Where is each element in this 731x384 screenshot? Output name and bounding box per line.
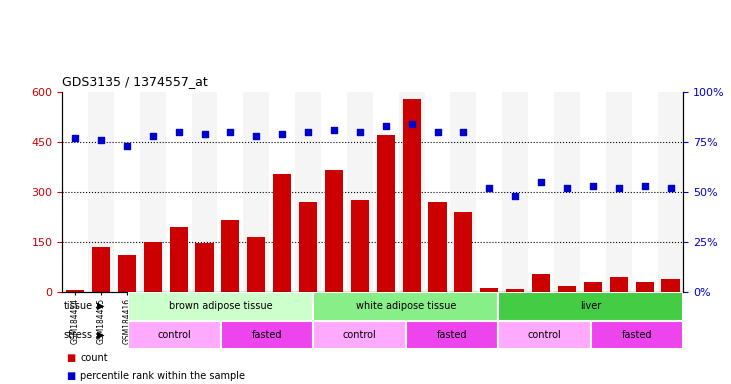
Bar — [658, 92, 683, 292]
Bar — [128, 292, 313, 321]
Bar — [506, 289, 524, 292]
Bar — [499, 321, 591, 349]
Point — [199, 131, 211, 137]
Point — [432, 129, 444, 135]
Bar — [66, 290, 84, 292]
Point — [561, 185, 573, 191]
Point — [406, 121, 417, 127]
Text: white adipose tissue: white adipose tissue — [355, 301, 456, 311]
Point — [147, 133, 159, 139]
Bar — [351, 200, 369, 292]
Point — [302, 129, 314, 135]
Bar — [403, 99, 421, 292]
Bar — [321, 92, 347, 292]
Text: count: count — [80, 353, 108, 363]
Point — [535, 179, 547, 185]
Bar — [584, 282, 602, 292]
Bar — [398, 92, 425, 292]
Bar — [118, 255, 136, 292]
Bar — [347, 92, 373, 292]
Text: fasted: fasted — [622, 330, 653, 340]
Bar — [221, 321, 313, 349]
Text: brown adipose tissue: brown adipose tissue — [169, 301, 273, 311]
Bar — [373, 92, 398, 292]
Text: ■: ■ — [66, 353, 75, 363]
Point — [354, 129, 366, 135]
Bar — [273, 174, 291, 292]
Text: ▶: ▶ — [96, 301, 104, 311]
Bar — [313, 292, 499, 321]
Point — [224, 129, 236, 135]
Bar — [92, 247, 110, 292]
Point — [613, 185, 624, 191]
Bar — [632, 92, 658, 292]
Text: ▶: ▶ — [96, 330, 104, 340]
Bar — [170, 227, 188, 292]
Bar — [299, 202, 317, 292]
Point — [276, 131, 288, 137]
Bar — [662, 279, 680, 292]
Text: ■: ■ — [66, 371, 75, 381]
Bar — [166, 92, 192, 292]
Bar — [218, 92, 243, 292]
Point — [121, 143, 133, 149]
Point — [173, 129, 184, 135]
Text: fasted: fasted — [436, 330, 467, 340]
Bar — [406, 321, 499, 349]
Text: fasted: fasted — [251, 330, 282, 340]
Bar — [140, 92, 166, 292]
Bar — [635, 282, 654, 292]
Point — [664, 185, 676, 191]
Point — [587, 183, 599, 189]
Bar — [606, 92, 632, 292]
Point — [380, 123, 392, 129]
Bar — [455, 212, 472, 292]
Bar — [502, 92, 528, 292]
Point — [510, 193, 521, 199]
Bar — [62, 92, 88, 292]
Bar — [313, 321, 406, 349]
Bar — [114, 92, 140, 292]
Bar — [610, 277, 628, 292]
Text: tissue: tissue — [64, 301, 93, 311]
Bar — [243, 92, 269, 292]
Bar — [499, 292, 683, 321]
Bar — [554, 92, 580, 292]
Bar — [195, 243, 213, 292]
Bar — [88, 92, 114, 292]
Point — [483, 185, 495, 191]
Bar — [591, 321, 683, 349]
Bar — [192, 92, 218, 292]
Bar — [428, 202, 447, 292]
Text: stress: stress — [64, 330, 93, 340]
Bar — [580, 92, 606, 292]
Bar — [425, 92, 450, 292]
Point — [328, 127, 340, 133]
Text: control: control — [528, 330, 561, 340]
Point — [639, 183, 651, 189]
Bar — [144, 242, 162, 292]
Bar — [325, 170, 343, 292]
Text: liver: liver — [580, 301, 602, 311]
Bar — [532, 273, 550, 292]
Bar — [528, 92, 554, 292]
Text: GDS3135 / 1374557_at: GDS3135 / 1374557_at — [62, 75, 208, 88]
Bar — [477, 92, 502, 292]
Point — [251, 133, 262, 139]
Text: control: control — [157, 330, 191, 340]
Bar — [480, 288, 499, 292]
Bar — [128, 321, 221, 349]
Point — [458, 129, 469, 135]
Bar — [269, 92, 295, 292]
Bar — [450, 92, 477, 292]
Bar — [247, 237, 265, 292]
Point — [69, 135, 81, 141]
Text: control: control — [343, 330, 376, 340]
Bar — [295, 92, 321, 292]
Bar — [558, 286, 576, 292]
Bar — [376, 136, 395, 292]
Text: percentile rank within the sample: percentile rank within the sample — [80, 371, 246, 381]
Point — [95, 137, 107, 143]
Bar — [221, 220, 240, 292]
